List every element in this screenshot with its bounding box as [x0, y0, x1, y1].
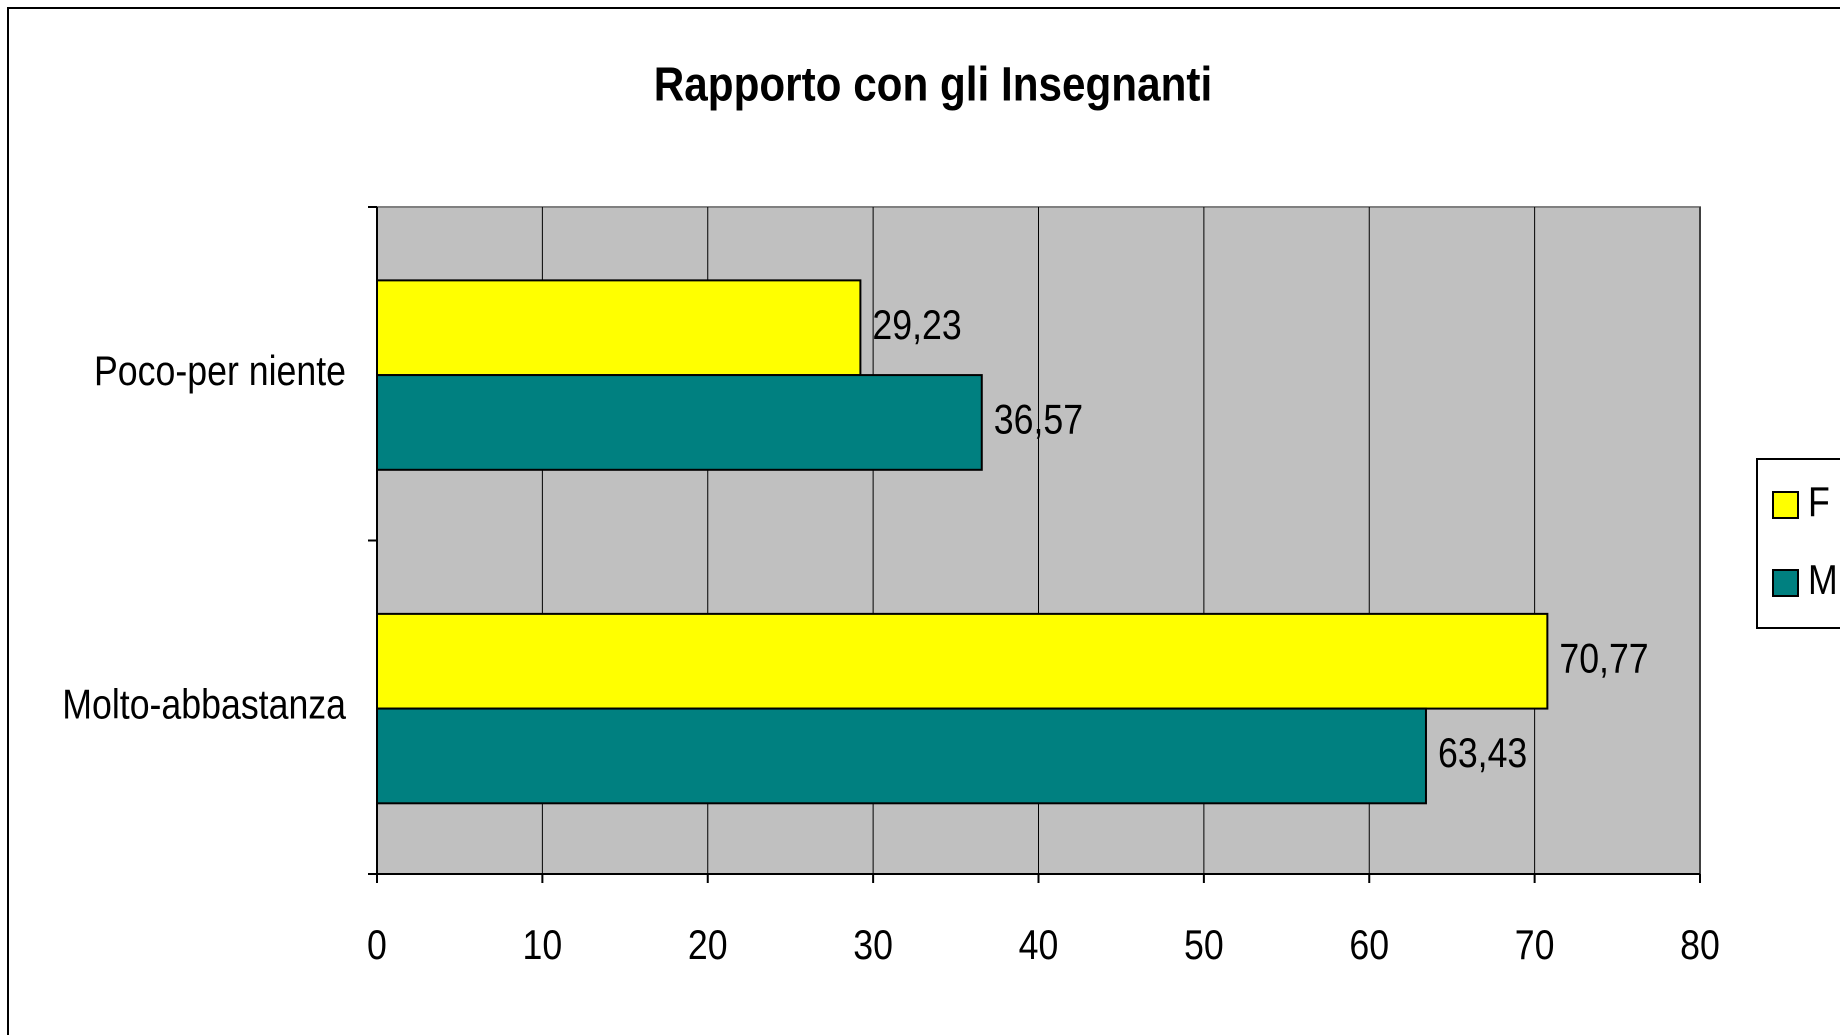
legend-label: F: [1808, 479, 1830, 525]
bar: [376, 374, 983, 471]
bar: [376, 707, 1427, 805]
y-tick-label: Poco-per niente: [94, 348, 346, 394]
x-tick-label: 70: [1515, 922, 1555, 968]
x-tick-label: 60: [1349, 922, 1389, 968]
value-label: 63,43: [1438, 730, 1527, 776]
x-tick-label: 20: [688, 922, 728, 968]
x-tick-label: 40: [1019, 922, 1059, 968]
legend-swatch: [1772, 569, 1799, 597]
bar: [376, 279, 862, 377]
y-tick-label: Molto-abbastanza: [62, 682, 346, 728]
chart-title: Rapporto con gli Insegnanti: [654, 57, 1212, 111]
legend: [1756, 458, 1840, 629]
x-tick-label: 80: [1680, 922, 1720, 968]
bar: [376, 612, 1549, 710]
value-label: 70,77: [1559, 636, 1648, 682]
x-tick-label: 10: [523, 922, 563, 968]
x-tick-label: 30: [853, 922, 893, 968]
x-tick-label: 0: [367, 922, 387, 968]
legend-swatch: [1772, 491, 1799, 519]
x-tick-label: 50: [1184, 922, 1224, 968]
value-label: 36,57: [994, 397, 1083, 443]
legend-label: M: [1808, 557, 1838, 603]
value-label: 29,23: [872, 302, 961, 348]
